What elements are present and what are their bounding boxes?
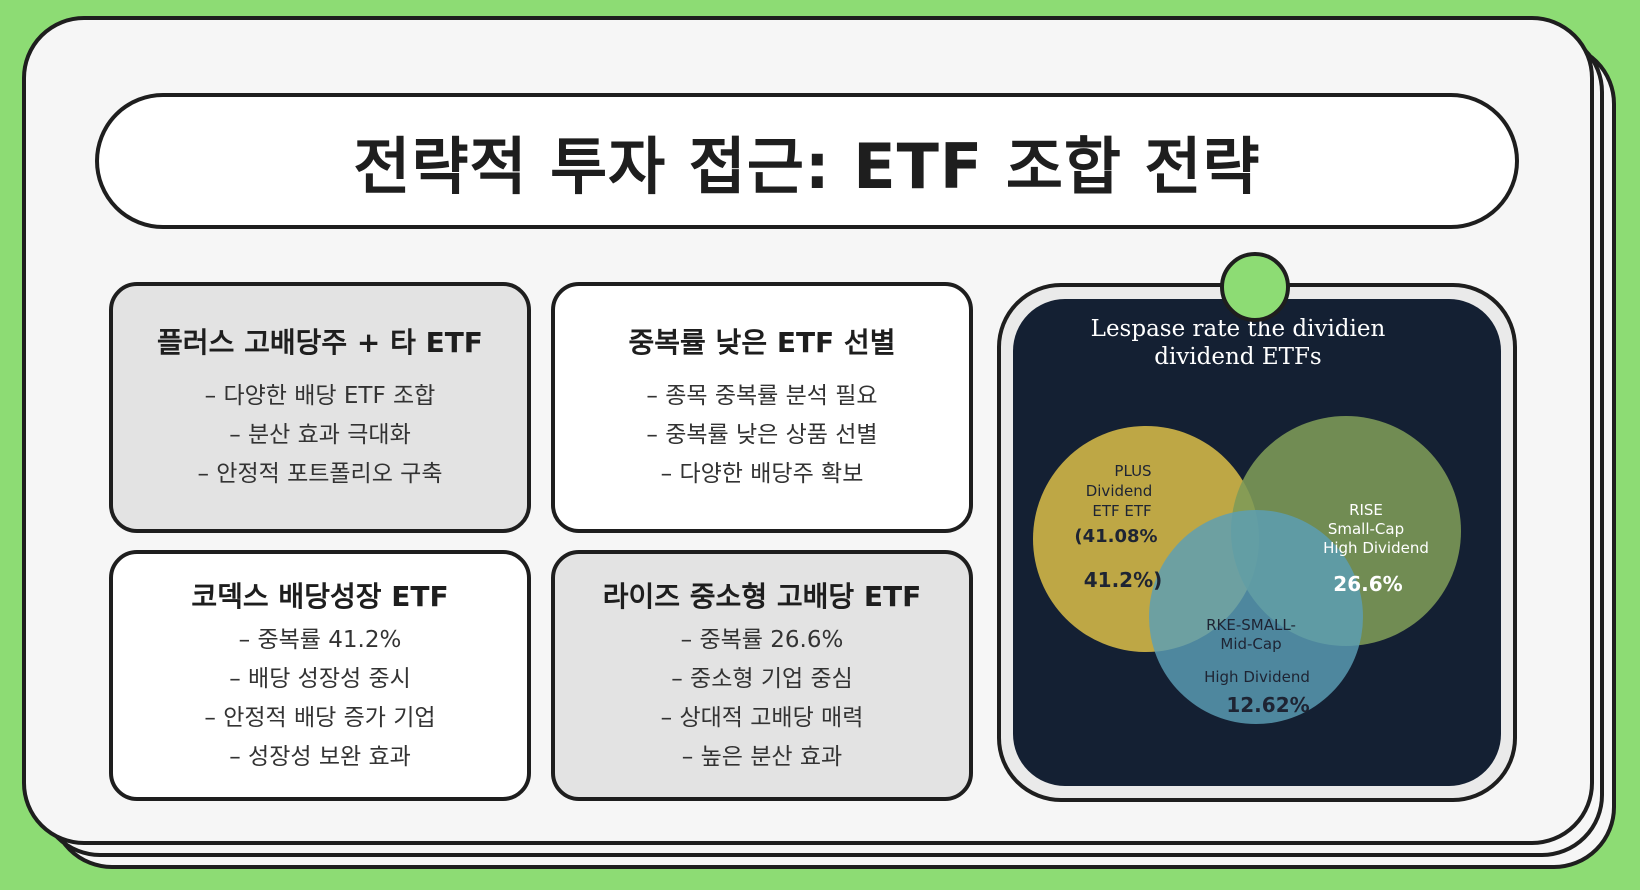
list-item: – 중복률 41.2% [238,626,402,653]
venn-label: RKE-SMALL- [1206,616,1296,634]
title-banner: 전략적 투자 접근: ETF 조합 전략 [95,93,1519,229]
list-item: – 배당 성장성 중시 [229,665,411,692]
list-item: – 안정적 배당 증가 기업 [204,704,436,731]
list-item: – 상대적 고배당 매력 [660,704,864,731]
card-kodex-growth: 코덱스 배당성장 ETF – 중복률 41.2% – 배당 성장성 중시 – 안… [109,550,531,801]
card-title: 중복률 낮은 ETF 선별 [628,326,896,359]
venn-circle-rke [1149,510,1363,724]
venn-value: 12.62% [1226,693,1309,717]
venn-value: (41.08% [1074,526,1157,547]
list-item: – 중복률 26.6% [680,626,844,653]
venn-label: ETF ETF [1092,502,1151,520]
card-list: – 종목 중복률 분석 필요 – 중복률 낮은 상품 선별 – 다양한 배당주 … [646,377,877,494]
card-title: 라이즈 중소형 고배당 ETF [602,579,922,613]
venn-title-line2: dividend ETFs [1154,344,1322,370]
venn-value: 26.6% [1333,572,1402,596]
venn-label: PLUS [1114,462,1151,480]
venn-label: Small-Cap [1328,520,1404,538]
list-item: – 성장성 보완 효과 [229,743,411,770]
list-item: – 분산 효과 극대화 [229,422,411,448]
venn-label: High Dividend [1204,668,1310,686]
venn-panel: Lespase rate the dividien dividend ETFs … [1013,299,1501,786]
page-title: 전략적 투자 접근: ETF 조합 전략 [353,130,1261,203]
list-item: – 안정적 포트폴리오 구축 [197,461,443,487]
card-title: 코덱스 배당성장 ETF [191,579,449,613]
venn-label: Dividend [1086,482,1153,500]
card-rise-smallcap: 라이즈 중소형 고배당 ETF – 중복률 26.6% – 중소형 기업 중심 … [551,550,973,801]
venn-diagram: Lespase rate the dividien dividend ETFs … [1033,316,1461,724]
venn-value: 41.2%) [1084,568,1163,592]
card-low-overlap: 중복률 낮은 ETF 선별 – 종목 중복률 분석 필요 – 중복률 낮은 상품… [551,282,973,533]
list-item: – 다양한 배당 ETF 조합 [204,383,436,409]
venn-title-line1: Lespase rate the dividien [1091,316,1386,342]
venn-label: Mid-Cap [1220,635,1281,653]
card-list: – 중복률 41.2% – 배당 성장성 중시 – 안정적 배당 증가 기업 –… [204,621,435,777]
list-item: – 중소형 기업 중심 [671,665,853,692]
card-list: – 중복률 26.6% – 중소형 기업 중심 – 상대적 고배당 매력 – 높… [661,621,864,777]
list-item: – 종목 중복률 분석 필요 [646,383,878,409]
venn-label: High Dividend [1323,539,1429,557]
card-title: 플러스 고배당주 + 타 ETF [157,326,483,359]
card-list: – 다양한 배당 ETF 조합 – 분산 효과 극대화 – 안정적 포트폴리오 … [197,377,442,494]
venn-label: RISE [1349,501,1383,519]
list-item: – 중복률 낮은 상품 선별 [646,422,878,448]
list-item: – 다양한 배당주 확보 [660,461,864,487]
venn-frame: Lespase rate the dividien dividend ETFs … [997,283,1517,802]
list-item: – 높은 분산 효과 [681,743,843,770]
pin-dot [1220,252,1290,322]
card-plus-dividend: 플러스 고배당주 + 타 ETF – 다양한 배당 ETF 조합 – 분산 효과… [109,282,531,533]
